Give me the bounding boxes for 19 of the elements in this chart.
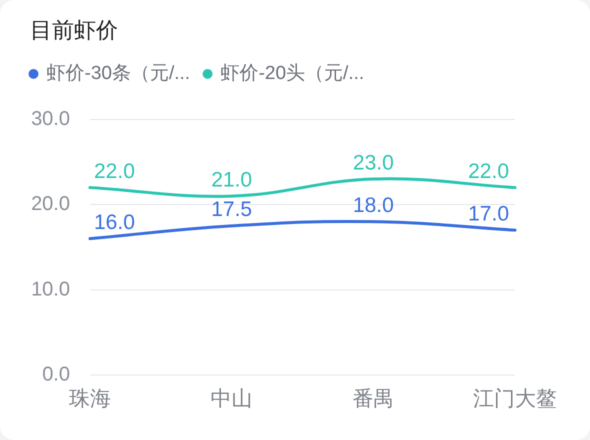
x-tick-label: 中山: [210, 387, 253, 410]
y-tick-label: 20.0: [31, 193, 70, 216]
data-label: 18.0: [352, 194, 394, 217]
y-tick-label: 10.0: [31, 278, 70, 300]
y-tick-label: 30.0: [31, 108, 70, 130]
data-label: 22.0: [94, 160, 135, 183]
data-label: 21.0: [211, 168, 252, 192]
data-label: 22.0: [468, 160, 510, 183]
data-label: 17.5: [211, 198, 252, 222]
data-label: 23.0: [352, 151, 394, 174]
data-label: 16.0: [94, 210, 135, 234]
x-tick-label: 珠海: [69, 387, 111, 410]
legend-label: 虾价-20头（元/...: [220, 63, 364, 84]
x-tick-label: 江门大鳌: [473, 387, 557, 410]
x-tick-label: 番禺: [352, 387, 394, 410]
chart-title: 目前虾价: [30, 17, 118, 42]
y-tick-label: 0.0: [42, 364, 70, 386]
legend-label: 虾价-30条（元/...: [46, 63, 190, 84]
data-label: 17.0: [468, 202, 510, 226]
